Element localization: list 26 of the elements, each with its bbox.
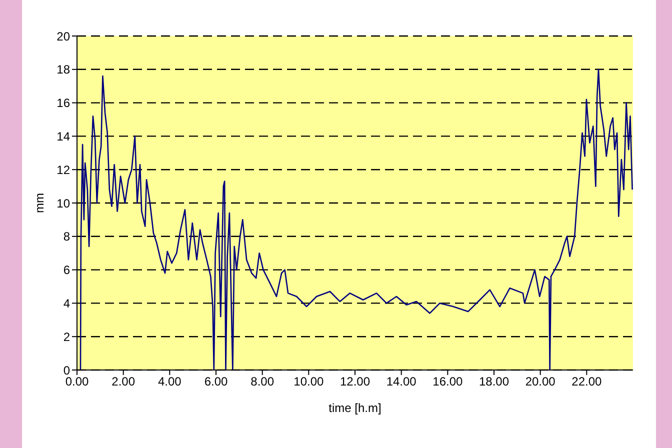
line-series: [80, 68, 633, 370]
x-tick-label: 4.00: [158, 374, 182, 389]
y-tick-label: 4: [63, 296, 70, 310]
y-tick-label: 14: [56, 129, 70, 144]
x-tick-label: 14.00: [386, 374, 417, 389]
y-tick-label: 0: [63, 363, 70, 378]
x-tick-label: 8.00: [250, 374, 274, 389]
y-tick-label: 6: [63, 263, 70, 278]
x-tick-label: 10.00: [294, 374, 324, 389]
y-tick-label: 10: [56, 196, 70, 210]
y-tick-label: 16: [56, 96, 70, 110]
x-tick-label: 20.00: [525, 374, 556, 389]
y-axis-title: mm: [32, 193, 46, 213]
x-tick-label: 16.00: [432, 374, 464, 389]
x-axis-title: time [h.m]: [328, 401, 382, 415]
x-tick-label: 22.00: [572, 374, 602, 389]
y-tick-label: 18: [56, 62, 70, 77]
x-tick-label: 0.00: [65, 374, 89, 389]
y-tick-label: 2: [63, 330, 70, 344]
y-tick-label: 20: [56, 29, 70, 44]
y-tick-label: 8: [63, 230, 70, 244]
x-tick-label: 2.00: [112, 374, 136, 389]
x-tick-label: 6.00: [204, 374, 228, 389]
x-tick-label: 18.00: [478, 374, 510, 389]
y-tick-label: 12: [56, 162, 70, 177]
x-tick-label: 12.00: [340, 374, 370, 389]
